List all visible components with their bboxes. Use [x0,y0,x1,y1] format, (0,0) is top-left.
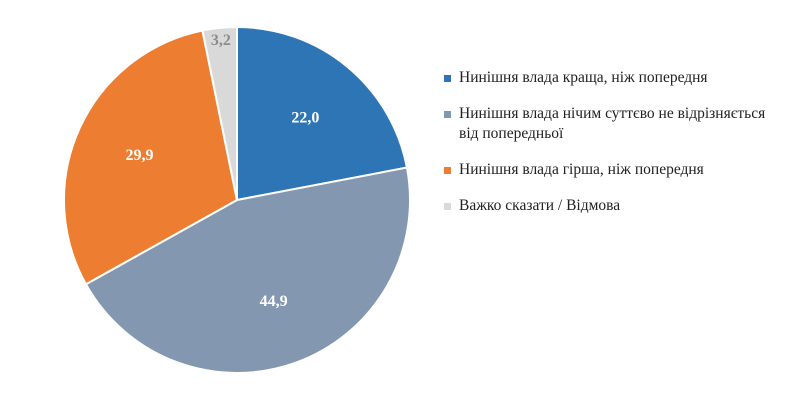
legend-swatch-same [444,111,451,118]
legend-item-worse: Нинішня влада гірша, ніж попередня [444,160,774,180]
legend-label-hard-to-say: Важко сказати / Відмова [459,197,621,214]
legend-swatch-better [444,75,451,82]
data-label-better: 22,0 [291,109,319,126]
legend-label-better: Нинішня влада краща, ніж попередня [459,69,708,86]
pie-slice-same [84,166,412,374]
legend-swatch-hard-to-say [444,203,451,210]
data-label-same: 44,9 [260,293,288,310]
legend-swatch-worse [444,167,451,174]
data-label-worse: 29,9 [126,147,154,164]
pie-slice-hard-to-say [201,25,238,201]
pie-slice-worse [63,29,239,286]
legend-label-worse: Нинішня влада гірша, ніж попередня [459,161,704,178]
chart-legend: Нинішня влада краща, ніж попередня Ниніш… [444,68,774,232]
pie-slices [63,25,412,374]
data-label-hard-to-say: 3,2 [211,32,231,49]
pie-data-labels: 22,0 44,9 29,9 3,2 [126,32,320,310]
legend-label-same: Нинішня влада нічим суттєво не відрізняє… [459,105,766,142]
legend-item-same: Нинішня влада нічим суттєво не відрізняє… [444,104,774,144]
legend-item-hard-to-say: Важко сказати / Відмова [444,196,774,216]
pie-slice-better [236,25,409,202]
legend-item-better: Нинішня влада краща, ніж попередня [444,68,774,88]
